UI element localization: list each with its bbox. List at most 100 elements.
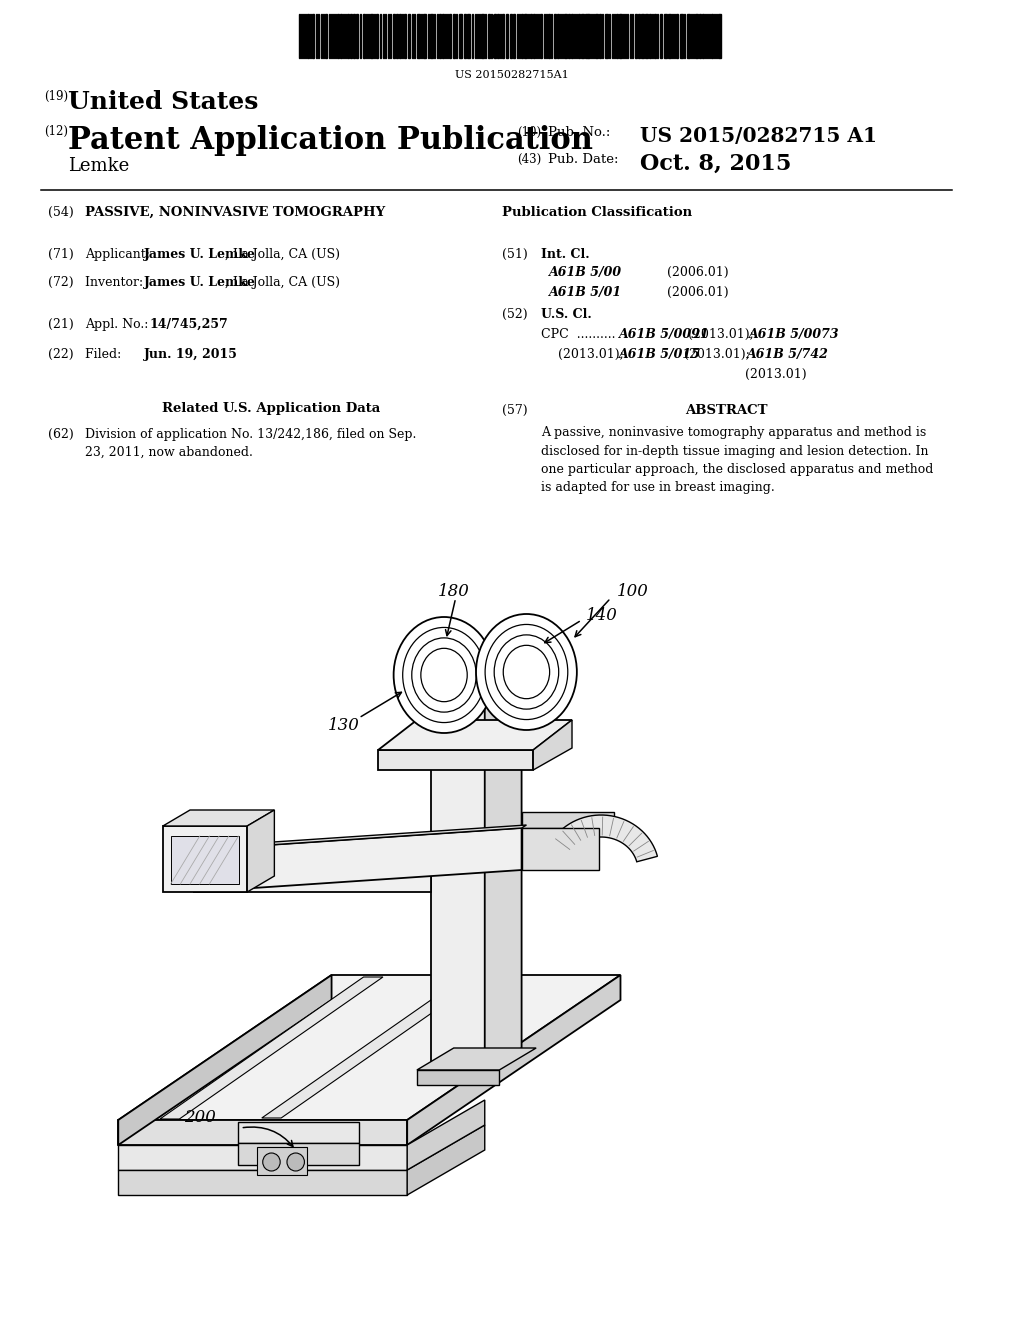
Bar: [540, 15, 542, 58]
Bar: [557, 15, 559, 58]
Polygon shape: [408, 1100, 484, 1170]
Bar: [347, 15, 349, 58]
Bar: [578, 15, 580, 58]
Bar: [449, 15, 451, 58]
Text: Int. Cl.: Int. Cl.: [541, 248, 590, 261]
Bar: [665, 15, 667, 58]
Polygon shape: [194, 828, 521, 892]
Text: 180: 180: [438, 583, 470, 601]
Bar: [423, 15, 426, 58]
Text: (51): (51): [502, 248, 528, 261]
Bar: [595, 15, 598, 58]
Text: CPC  ..........: CPC ..........: [541, 327, 615, 341]
Polygon shape: [171, 836, 240, 884]
Text: A61B 5/0091: A61B 5/0091: [618, 327, 710, 341]
Polygon shape: [163, 810, 274, 826]
Bar: [554, 15, 556, 58]
Text: Filed:: Filed:: [85, 348, 145, 360]
Text: Jun. 19, 2015: Jun. 19, 2015: [143, 348, 238, 360]
Bar: [530, 15, 532, 58]
Text: A61B 5/015: A61B 5/015: [618, 348, 700, 360]
Text: (71): (71): [48, 248, 74, 261]
Bar: [599, 15, 601, 58]
Bar: [362, 15, 365, 58]
Polygon shape: [238, 1143, 358, 1166]
Text: U.S. Cl.: U.S. Cl.: [541, 308, 592, 321]
Text: US 20150282715A1: US 20150282715A1: [455, 70, 568, 81]
Polygon shape: [119, 1170, 408, 1195]
Text: (52): (52): [502, 308, 527, 321]
Bar: [502, 15, 504, 58]
Bar: [520, 15, 522, 58]
Bar: [571, 15, 573, 58]
Bar: [495, 15, 497, 58]
Text: James U. Lemke: James U. Lemke: [143, 276, 255, 289]
Text: (57): (57): [502, 404, 527, 417]
Bar: [453, 15, 455, 58]
Bar: [325, 15, 327, 58]
Text: Related U.S. Application Data: Related U.S. Application Data: [163, 403, 381, 414]
Text: (12): (12): [45, 125, 69, 139]
Bar: [392, 15, 394, 58]
Polygon shape: [238, 1122, 358, 1143]
Bar: [353, 15, 355, 58]
Bar: [510, 15, 512, 58]
Polygon shape: [521, 812, 613, 828]
Bar: [355, 15, 357, 58]
Text: (19): (19): [45, 90, 69, 103]
Ellipse shape: [393, 616, 495, 733]
Bar: [481, 15, 483, 58]
Bar: [399, 15, 401, 58]
Bar: [340, 15, 342, 58]
Bar: [687, 15, 690, 58]
Bar: [301, 15, 302, 58]
Bar: [589, 15, 591, 58]
Circle shape: [287, 1152, 304, 1171]
Text: Lemke: Lemke: [68, 157, 129, 176]
Bar: [564, 15, 567, 58]
Text: (21): (21): [48, 318, 74, 331]
Text: James U. Lemke: James U. Lemke: [143, 248, 255, 261]
Text: US 2015/0282715 A1: US 2015/0282715 A1: [640, 125, 877, 147]
Polygon shape: [534, 719, 572, 770]
Polygon shape: [417, 1071, 500, 1085]
Text: A61B 5/00: A61B 5/00: [549, 267, 622, 279]
Text: Publication Classification: Publication Classification: [502, 206, 692, 219]
Polygon shape: [163, 826, 247, 892]
Bar: [459, 15, 461, 58]
Text: , La Jolla, CA (US): , La Jolla, CA (US): [225, 276, 340, 289]
Ellipse shape: [476, 614, 577, 730]
Bar: [498, 15, 500, 58]
Bar: [695, 15, 698, 58]
Text: , La Jolla, CA (US): , La Jolla, CA (US): [225, 248, 340, 261]
Bar: [719, 15, 721, 58]
Bar: [581, 15, 584, 58]
Text: Pub. No.:: Pub. No.:: [548, 125, 610, 139]
Polygon shape: [484, 657, 521, 1071]
Bar: [568, 15, 570, 58]
Text: (2013.01);: (2013.01);: [688, 327, 755, 341]
Text: Appl. No.:: Appl. No.:: [85, 318, 157, 331]
Polygon shape: [431, 680, 484, 1071]
Polygon shape: [194, 850, 431, 892]
Polygon shape: [521, 828, 599, 870]
Bar: [699, 15, 701, 58]
Text: (10): (10): [517, 125, 541, 139]
Polygon shape: [194, 825, 526, 850]
Polygon shape: [262, 975, 484, 1118]
Polygon shape: [247, 810, 274, 892]
Text: Division of application No. 13/242,186, filed on Sep.
23, 2011, now abandoned.: Division of application No. 13/242,186, …: [85, 428, 417, 459]
Text: Inventor:: Inventor:: [85, 276, 152, 289]
Text: (2013.01);: (2013.01);: [684, 348, 751, 360]
Bar: [680, 15, 683, 58]
Text: A61B 5/742: A61B 5/742: [746, 348, 828, 360]
Text: United States: United States: [68, 90, 258, 114]
Text: (72): (72): [48, 276, 74, 289]
Bar: [257, 1147, 307, 1175]
Polygon shape: [119, 1144, 408, 1170]
Bar: [337, 15, 339, 58]
Text: A61B 5/0073: A61B 5/0073: [750, 327, 840, 341]
Polygon shape: [417, 1048, 537, 1071]
Bar: [312, 15, 314, 58]
Text: 130: 130: [328, 718, 359, 734]
